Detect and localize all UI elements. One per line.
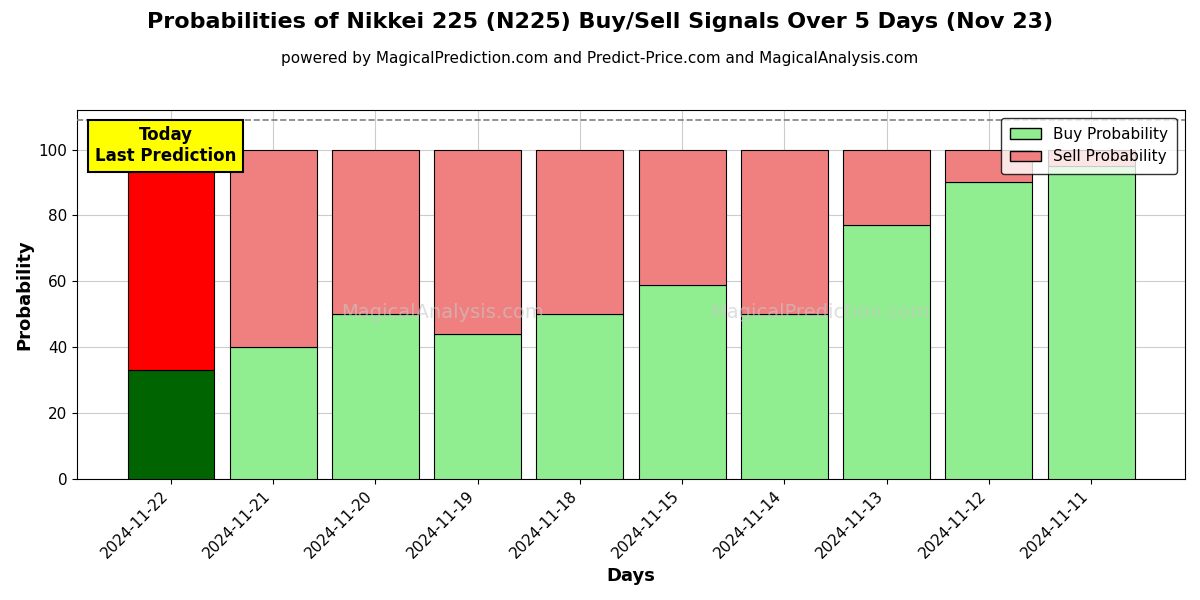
Bar	[638, 149, 726, 284]
Legend: Buy Probability, Sell Probability: Buy Probability, Sell Probability	[1001, 118, 1177, 173]
Y-axis label: Probability: Probability	[14, 239, 32, 350]
Bar	[434, 334, 521, 479]
Text: powered by MagicalPrediction.com and Predict-Price.com and MagicalAnalysis.com: powered by MagicalPrediction.com and Pre…	[281, 51, 919, 66]
Bar	[229, 149, 317, 347]
Bar	[1048, 166, 1135, 479]
Bar	[127, 149, 215, 370]
Bar	[536, 149, 624, 314]
Text: MagicalPrediction.com: MagicalPrediction.com	[709, 304, 929, 322]
Text: Today
Last Prediction: Today Last Prediction	[95, 127, 236, 165]
Bar	[638, 284, 726, 479]
Bar	[740, 314, 828, 479]
Bar	[946, 182, 1032, 479]
Bar	[332, 149, 419, 314]
Text: MagicalAnalysis.com: MagicalAnalysis.com	[341, 304, 544, 322]
Bar	[844, 149, 930, 225]
Bar	[332, 314, 419, 479]
Bar	[434, 149, 521, 334]
Bar	[127, 370, 215, 479]
Bar	[844, 225, 930, 479]
Text: Probabilities of Nikkei 225 (N225) Buy/Sell Signals Over 5 Days (Nov 23): Probabilities of Nikkei 225 (N225) Buy/S…	[146, 12, 1054, 32]
X-axis label: Days: Days	[607, 567, 655, 585]
Bar	[536, 314, 624, 479]
Bar	[1048, 149, 1135, 166]
Bar	[229, 347, 317, 479]
Bar	[740, 149, 828, 314]
Bar	[946, 149, 1032, 182]
